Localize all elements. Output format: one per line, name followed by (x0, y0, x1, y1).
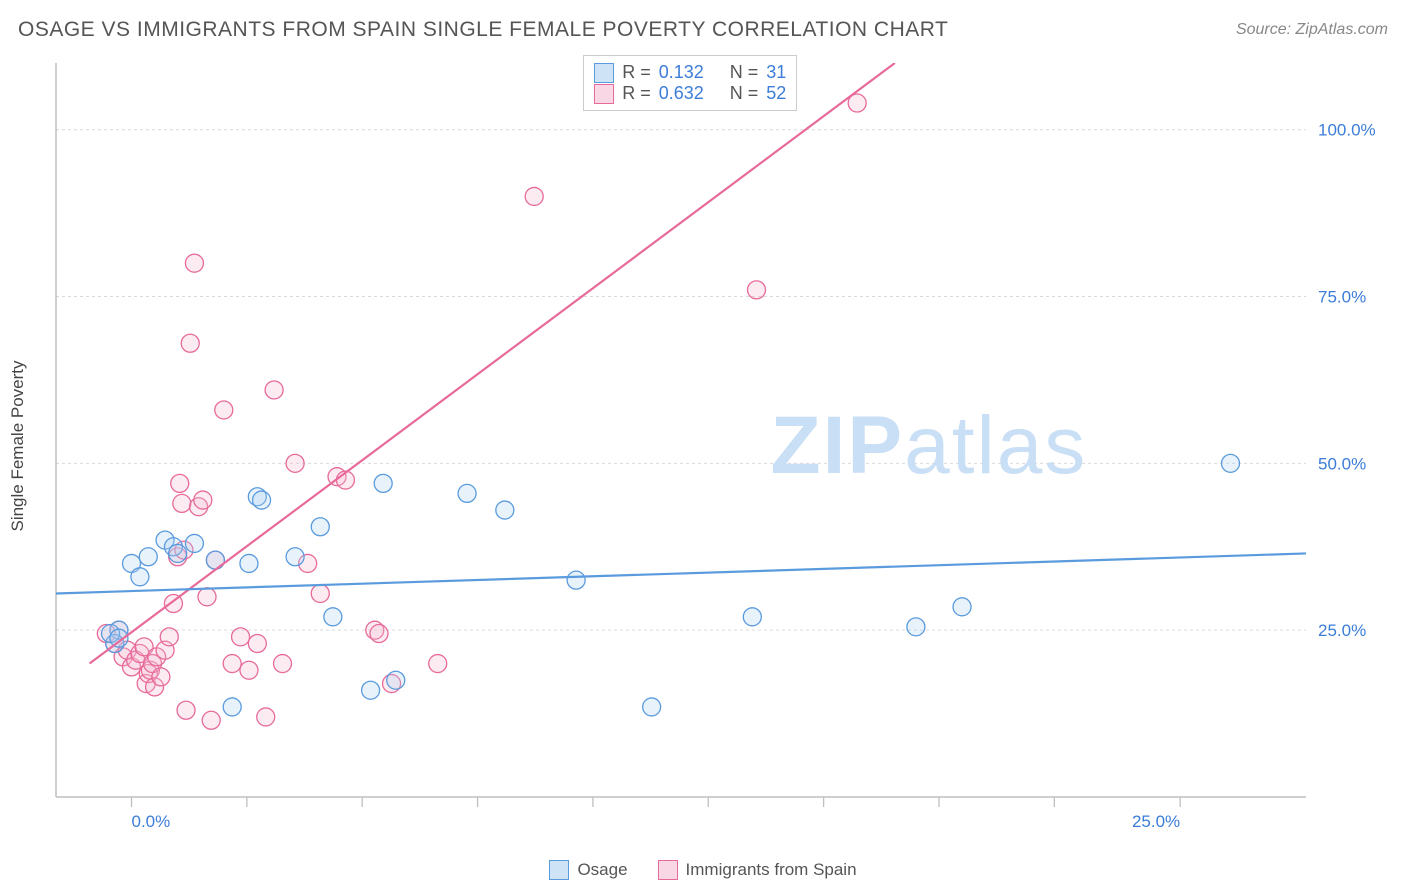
scatter-plot: 25.0% 50.0% 75.0% 100.0% 0.0% 25.0% (48, 55, 1386, 837)
legend-item-1: Immigrants from Spain (658, 860, 857, 880)
legend-label-1: Immigrants from Spain (686, 860, 857, 880)
stats-r-label-0: R = (622, 62, 651, 83)
stats-n-value-0: 31 (766, 62, 786, 83)
stats-swatch-0 (594, 63, 614, 83)
bottom-legend: Osage Immigrants from Spain (0, 860, 1406, 880)
svg-text:25.0%: 25.0% (1318, 621, 1366, 640)
svg-text:100.0%: 100.0% (1318, 121, 1376, 140)
legend-swatch-1 (658, 860, 678, 880)
stats-r-value-1: 0.632 (659, 83, 704, 104)
y-axis-label: Single Female Poverty (8, 360, 28, 531)
legend-label-0: Osage (577, 860, 627, 880)
chart-header: OSAGE VS IMMIGRANTS FROM SPAIN SINGLE FE… (18, 18, 1388, 42)
stats-swatch-1 (594, 84, 614, 104)
stats-box: R = 0.132 N = 31 R = 0.632 N = 52 (583, 55, 797, 111)
source-label: Source: ZipAtlas.com (1236, 21, 1388, 39)
stats-row-1: R = 0.632 N = 52 (594, 83, 786, 104)
legend-item-0: Osage (549, 860, 627, 880)
stats-n-value-1: 52 (766, 83, 786, 104)
svg-text:25.0%: 25.0% (1132, 812, 1180, 831)
stats-r-label-1: R = (622, 83, 651, 104)
stats-n-label-0: N = (730, 62, 759, 83)
svg-text:0.0%: 0.0% (132, 812, 171, 831)
svg-text:75.0%: 75.0% (1318, 288, 1366, 307)
chart-area: Single Female Poverty 25.0%50.0%75.0%100… (48, 55, 1386, 837)
svg-text:50.0%: 50.0% (1318, 454, 1366, 473)
stats-n-label-1: N = (730, 83, 759, 104)
chart-title: OSAGE VS IMMIGRANTS FROM SPAIN SINGLE FE… (18, 18, 948, 42)
stats-row-0: R = 0.132 N = 31 (594, 62, 786, 83)
legend-swatch-0 (549, 860, 569, 880)
stats-r-value-0: 0.132 (659, 62, 704, 83)
